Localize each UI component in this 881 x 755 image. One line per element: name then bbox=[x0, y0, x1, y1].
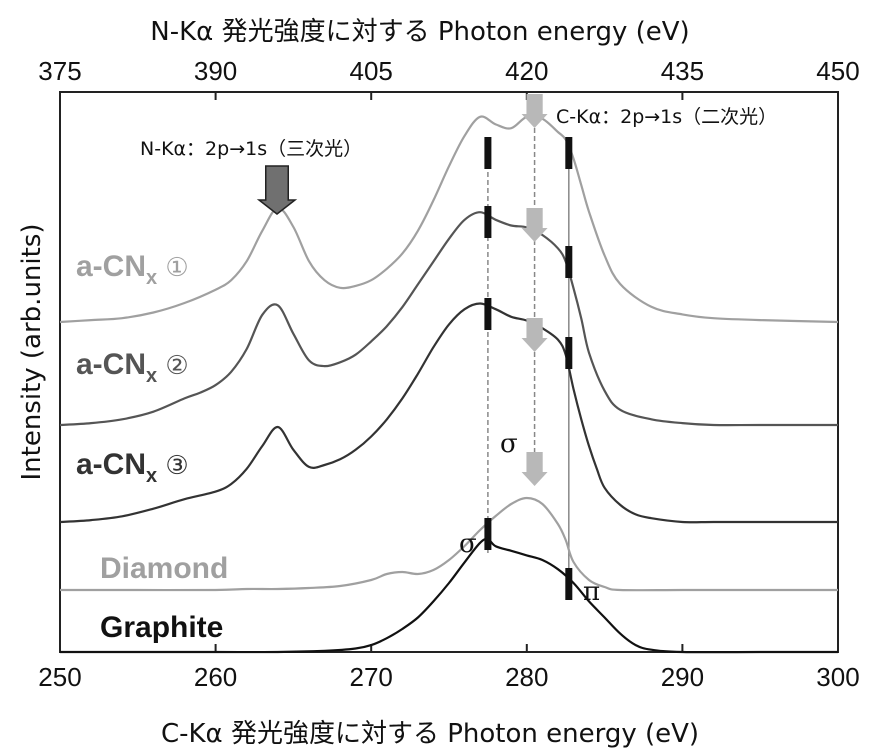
x2-tick-label: 390 bbox=[194, 56, 237, 86]
marker-lines bbox=[487, 128, 570, 575]
x2-tick-label: 450 bbox=[816, 56, 859, 86]
c-ka-arrow-icon bbox=[521, 208, 548, 242]
series-labels: a-CNx ① a-CNx ② a-CNx ③ Diamond Graphite bbox=[76, 250, 228, 644]
series-line-1 bbox=[59, 114, 839, 324]
marker-bar bbox=[565, 137, 573, 169]
x-tick-label: 300 bbox=[816, 662, 859, 692]
series-line-4 bbox=[60, 496, 838, 592]
x-tick-label: 270 bbox=[350, 662, 393, 692]
c-ka-arrow-icon bbox=[521, 94, 548, 128]
plot-frame bbox=[59, 91, 839, 653]
bottom-axis-ticks: 250 260 270 280 290 300 bbox=[38, 644, 860, 692]
x-tick-label: 290 bbox=[661, 662, 704, 692]
x2-axis-title: N-Kα 発光強度に対する Photon energy (eV) bbox=[150, 17, 689, 47]
c-ka-annotation: C-Kα：2p→1s（二次光） bbox=[556, 106, 777, 128]
marker-bar bbox=[484, 298, 492, 330]
x2-tick-label: 435 bbox=[661, 56, 704, 86]
n-ka-arrow-icon bbox=[256, 165, 298, 215]
marker-bar bbox=[484, 206, 492, 238]
x2-tick-label: 420 bbox=[505, 56, 548, 86]
n-ka-annotation: N-Kα：2p→1s（三次光） bbox=[140, 138, 362, 160]
x-tick-label: 260 bbox=[194, 662, 237, 692]
x-tick-label: 280 bbox=[505, 662, 548, 692]
x-axis-title: C-Kα 発光強度に対する Photon energy (eV) bbox=[161, 719, 699, 749]
series-label-3: a-CNx ③ bbox=[76, 448, 189, 487]
c-ka-arrow-icon bbox=[521, 318, 548, 352]
c-ka-arrow-icon bbox=[521, 452, 548, 486]
top-axis-ticks: 375 390 405 420 435 450 bbox=[38, 56, 860, 100]
marker-label-3: π bbox=[583, 577, 600, 607]
y-axis-title: Intensity (arb.units) bbox=[17, 223, 47, 480]
annotation-arrows bbox=[256, 94, 548, 486]
series-label-5: Graphite bbox=[100, 611, 223, 644]
marker-bar bbox=[484, 518, 492, 550]
series-label-4: Diamond bbox=[100, 552, 228, 585]
series-label-2: a-CNx ② bbox=[76, 348, 189, 387]
marker-bars bbox=[484, 137, 573, 600]
marker-label-2: σ bbox=[500, 429, 518, 459]
series-label-1: a-CNx ① bbox=[76, 250, 189, 289]
x2-tick-label: 375 bbox=[38, 56, 81, 86]
series-line-3 bbox=[59, 302, 838, 524]
marker-labels: σ σ π bbox=[459, 429, 600, 607]
series-line-2 bbox=[59, 211, 838, 427]
x2-tick-label: 405 bbox=[350, 56, 393, 86]
marker-bar bbox=[565, 337, 573, 369]
marker-bar bbox=[565, 246, 573, 278]
marker-label-1: σ bbox=[459, 529, 477, 559]
x-tick-label: 250 bbox=[38, 662, 81, 692]
marker-bar bbox=[565, 568, 573, 600]
marker-bar bbox=[484, 137, 492, 169]
